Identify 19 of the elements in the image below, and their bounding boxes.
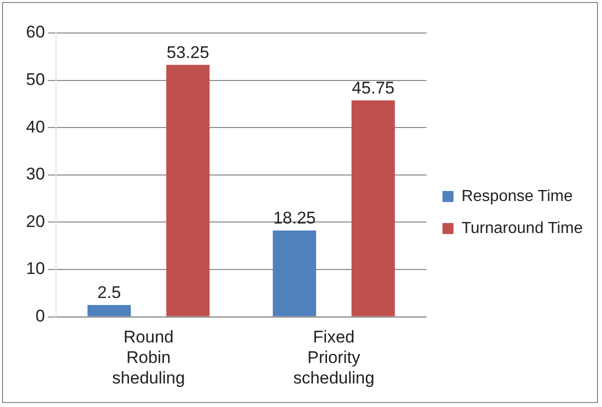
y-tick-label: 30 [26,164,45,184]
data-label: 2.5 [97,283,121,302]
x-tick-label: Round Robin sheduling [112,328,185,388]
bar [272,230,316,316]
y-tick-label: 10 [26,259,45,278]
bar [88,304,131,316]
data-label: 53.25 [166,43,210,62]
x-tick-label: Fixed Priority scheduling [293,328,374,388]
bar [352,100,395,316]
data-label: 18.25 [273,208,316,228]
y-tick-label: 50 [26,70,45,89]
legend-label: Turnaround Time [461,220,583,237]
legend-label: Response Time [461,188,573,205]
y-tick-label: 20 [26,212,45,231]
bar [166,64,210,316]
y-tick-label: 40 [26,117,45,136]
data-label: 45.75 [352,78,394,98]
y-tick-label: 0 [35,306,45,326]
y-tick-label: 60 [26,22,45,42]
